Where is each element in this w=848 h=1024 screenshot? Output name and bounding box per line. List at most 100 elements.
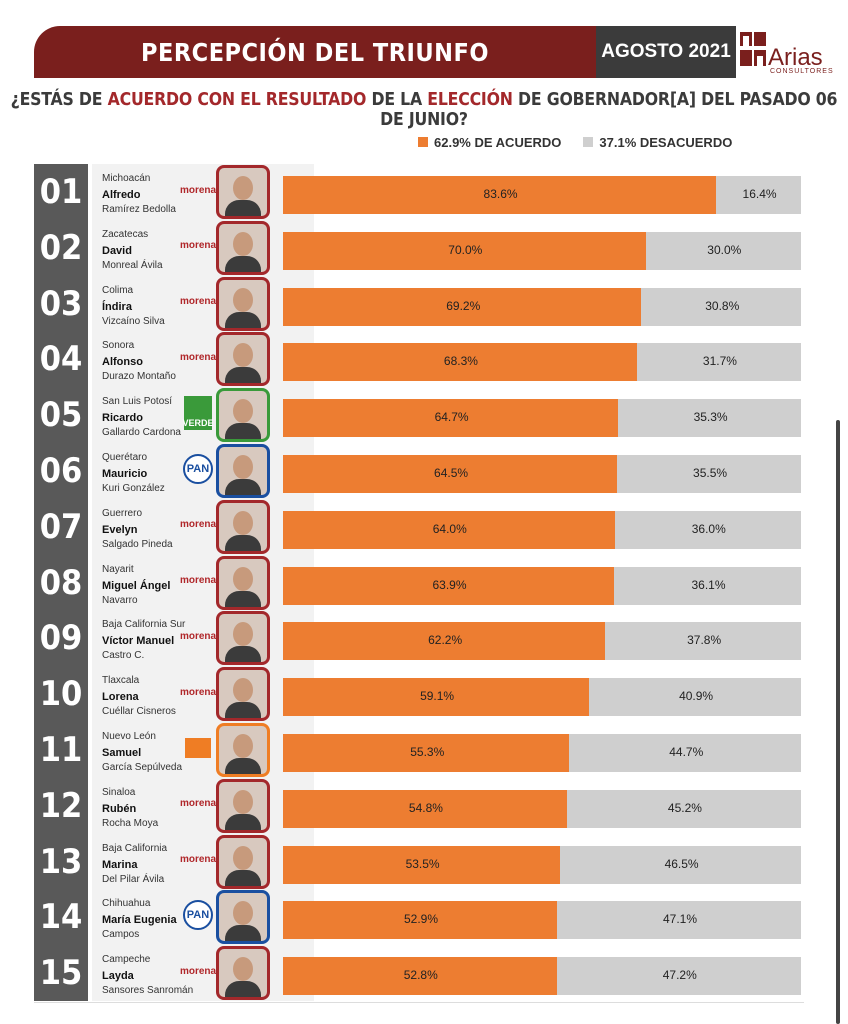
candidate-last-name: Monreal Ávila [102,259,163,271]
data-label-agree: 63.9% [432,577,467,592]
candidate-info: Chihuahua María Eugenia Campos PAN [92,889,314,946]
party-name: morena [179,854,217,866]
state-name: Sinaloa [102,786,136,798]
bar-agree [283,176,717,214]
legend-item-disagree: 37.1% DESACUERDO [583,135,732,150]
arias-logo: Arias CONSULTORES [740,30,833,75]
candidate-info: Sonora Alfonso Durazo Montaño morena [92,331,314,388]
logo-mark-icon [740,32,766,66]
avatar-head [233,734,253,758]
candidate-info: Sinaloa Rubén Rocha Moya morena [92,777,314,834]
data-label-agree: 69.2% [446,298,481,313]
header: PERCEPCIÓN DEL TRIUNFO AGOSTO 2021 [34,26,736,78]
candidate-first-name: María Eugenia [102,914,177,927]
bar-agree [283,566,614,605]
candidate-photo [216,499,270,554]
data-label-disagree: 30.8% [705,298,740,313]
party-name: morena [179,351,217,363]
bar-disagree: 64.0% 36.0% [283,510,801,549]
data-label-disagree: 47.1% [663,912,698,927]
data-label-agree: 64.7% [434,410,469,425]
state-name: Nuevo León [102,731,156,742]
candidate-photo [216,332,270,387]
candidate-last-name: Campos [102,929,140,941]
avatar-body [225,702,261,719]
party-logo-morena-icon: morena [179,569,217,593]
party-mc-mark-icon [185,738,211,758]
logo-subtext: CONSULTORES [770,68,834,75]
candidate-photo [216,555,270,610]
data-label-disagree: 35.5% [693,466,728,480]
bar-disagree: 62.2% 37.8% [283,622,801,661]
candidate-info: Baja California Marina Del Pilar Ávila more… [92,833,314,890]
party-logo-mc-icon [182,736,214,760]
bar-agree [283,957,557,996]
party-logo-morena-icon: morena [180,959,216,983]
chart-row: 02 Zacatecas David Monreal Ávila morena 70.0%… [34,219,804,276]
candidate-last-name: Salgado Pineda [102,538,173,550]
rank-number: 03 [34,275,88,332]
candidate-photo [216,890,270,945]
avatar-head [233,343,253,368]
party-name: morena [179,575,217,587]
bar-disagree: 63.9% 36.1% [283,566,801,605]
party-name: morena [179,184,217,196]
state-name: Campeche [102,954,151,966]
party-name: morena [179,798,217,810]
state-name: Zacatecas [102,228,149,240]
data-label-agree: 53.5% [405,856,440,871]
state-name: Sonora [102,340,135,352]
data-label-agree: 64.5% [434,466,469,480]
party-name: PAN [183,900,213,931]
candidate-info: Michoacán Alfredo Ramírez Bedolla morena [92,164,314,220]
party-name: morena [179,519,217,531]
candidate-info: Baja California Sur Víctor Manuel Castro C… [92,610,314,667]
avatar-body [225,646,261,663]
candidate-info: San Luis Potosí Ricardo Gallardo Cardona VE… [92,387,314,444]
rank-number: 04 [34,331,88,388]
avatar-body [225,758,261,774]
candidate-photo [216,165,270,219]
bar-disagree: 55.3% 44.7% [283,734,801,772]
candidate-info: Tlaxcala Lorena Cuéllar Cisneros morena [92,666,314,723]
bar-agree [283,845,561,884]
avatar-body [225,367,261,384]
candidate-first-name: Mauricio [102,468,148,480]
bar-disagree: 53.5% 46.5% [283,845,801,884]
data-label-agree: 70.0% [448,242,483,257]
legend-item-agree: 62.9% DE ACUERDO [418,135,561,150]
candidate-first-name: Ricardo [102,412,143,425]
rank-number: 06 [34,443,88,499]
avatar-head [233,845,253,870]
avatar-body [225,925,261,942]
header-date-bar: AGOSTO 2021 [596,26,736,78]
bar-disagree: 68.3% 31.7% [283,343,801,382]
rank-number: 14 [34,889,88,946]
data-label-disagree: 31.7% [702,354,737,369]
data-label-agree: 62.2% [428,633,463,648]
data-label-agree: 68.3% [443,354,478,369]
avatar-head [233,957,253,982]
party-logo-morena-icon: morena [180,290,216,314]
party-logo-verde-icon: VERDE [182,396,214,431]
candidate-info: Nayarit Miguel Ángel Navarro morena [92,554,314,611]
bar-disagree: 83.6% 16.4% [283,176,801,214]
rank-number: 07 [34,498,88,555]
data-label-agree: 52.8% [403,968,438,983]
bar-agree [283,678,590,717]
bar-disagree: 54.8% 45.2% [283,789,801,828]
candidate-first-name: Miguel Ángel [102,579,171,592]
header-title-bar: PERCEPCIÓN DEL TRIUNFO [34,26,596,78]
legend-swatch-disagree [583,137,594,147]
candidate-first-name: Layda [102,970,134,983]
candidate-last-name: Castro C. [102,650,145,662]
candidate-info: Nuevo León Samuel García Sepúlveda [92,722,314,778]
scrollbar[interactable] [836,420,840,1024]
candidate-info: Zacatecas David Monreal Ávila morena [92,219,314,276]
candidate-first-name: Alfonso [102,356,143,369]
data-label-disagree: 45.2% [667,800,702,815]
party-name: morena [179,630,217,642]
survey-question: ¿ESTÁS DE ACUERDO CON EL RESULTADO DE LA… [0,90,848,130]
candidate-last-name: Vizcaíno Silva [102,315,165,327]
candidate-photo [216,388,270,443]
